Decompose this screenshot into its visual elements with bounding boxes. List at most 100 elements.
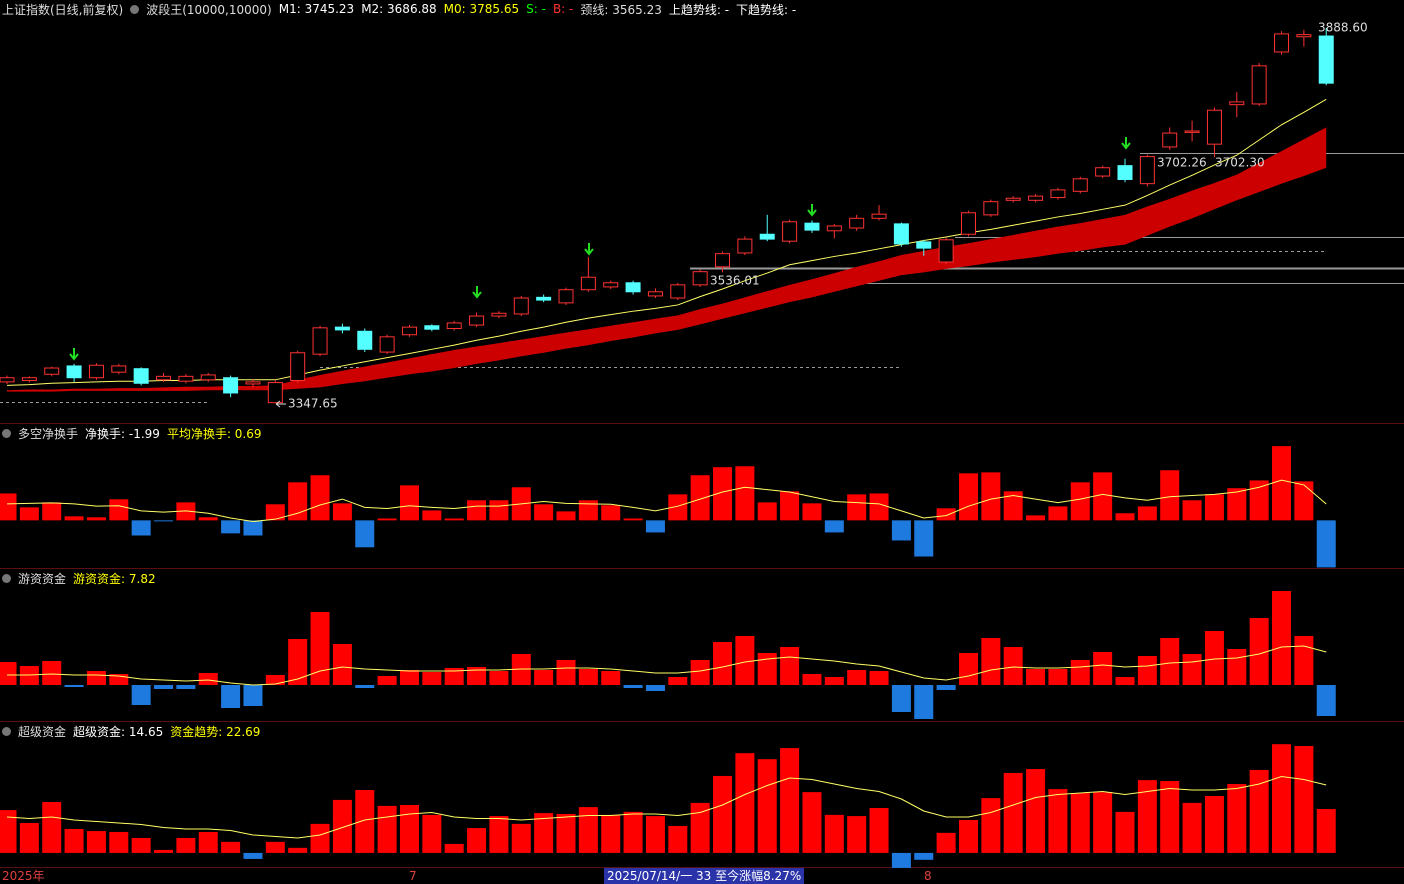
bar xyxy=(556,660,576,685)
candle-body xyxy=(1162,132,1178,148)
header-text: M1: 3745.23 xyxy=(278,2,355,16)
candle-body xyxy=(938,239,954,263)
bar xyxy=(467,667,487,685)
bar xyxy=(310,823,330,853)
candle-body xyxy=(0,377,15,383)
candle-body xyxy=(737,238,753,254)
avg-line xyxy=(6,776,1327,839)
bar xyxy=(131,520,151,536)
bar xyxy=(1070,482,1090,521)
bar xyxy=(1093,472,1113,521)
header-text: 超级资金: 14.65 xyxy=(73,724,164,739)
bar xyxy=(914,852,934,860)
bar xyxy=(1160,781,1180,853)
bar xyxy=(824,677,844,685)
candle-body xyxy=(983,201,999,216)
candle-body xyxy=(1072,178,1088,192)
bar xyxy=(399,485,419,521)
bar xyxy=(42,661,62,685)
bar xyxy=(958,653,978,685)
bar xyxy=(332,503,352,521)
bar xyxy=(735,753,755,853)
bar xyxy=(1003,772,1023,853)
bar xyxy=(221,841,241,853)
bar xyxy=(444,843,464,853)
bar xyxy=(332,644,352,685)
candle-body xyxy=(111,365,127,373)
candle-body xyxy=(1005,197,1021,201)
bar xyxy=(422,672,442,685)
price-label: 3702.30 xyxy=(1215,156,1265,170)
bar xyxy=(221,520,241,534)
bar xyxy=(1272,591,1292,685)
bar xyxy=(243,520,263,536)
header-text: 多空净换手 xyxy=(18,426,79,441)
bar xyxy=(1093,652,1113,685)
bar xyxy=(780,491,800,521)
candle-body xyxy=(1095,167,1111,177)
candle-body xyxy=(21,377,37,381)
candle-body xyxy=(1117,165,1133,181)
bar xyxy=(86,831,106,853)
bar xyxy=(42,502,62,521)
bar xyxy=(86,671,106,685)
bar xyxy=(1093,792,1113,853)
candle-body xyxy=(357,330,373,350)
header-text: 上趋势线: - xyxy=(668,2,730,17)
header-text: 游资资金 xyxy=(18,571,67,586)
candle-body xyxy=(66,365,82,379)
bar xyxy=(780,647,800,685)
bar xyxy=(1026,669,1046,685)
header-text: 颈线: 3565.23 xyxy=(580,2,662,17)
bar xyxy=(399,805,419,853)
bar xyxy=(131,837,151,853)
bar xyxy=(869,493,889,521)
bar xyxy=(623,518,643,521)
bar xyxy=(265,841,285,853)
candle-body xyxy=(1318,35,1334,84)
bar xyxy=(1204,796,1224,853)
bar xyxy=(601,505,621,521)
bar xyxy=(958,473,978,521)
candle-body xyxy=(826,225,842,232)
bar xyxy=(422,814,442,853)
header-text: 超级资金 xyxy=(18,724,67,739)
bar xyxy=(534,813,554,853)
bar xyxy=(377,676,397,685)
candle-body xyxy=(670,284,686,299)
bar xyxy=(668,494,688,521)
bar xyxy=(0,493,17,521)
bar xyxy=(645,520,665,533)
bar xyxy=(735,466,755,521)
candle-body xyxy=(759,233,775,240)
cursor-info: 2025/07/14/一 33 至今涨幅8.27% xyxy=(604,868,805,884)
candle-body xyxy=(133,368,149,384)
bar xyxy=(1182,500,1202,521)
bar xyxy=(64,828,84,853)
bar xyxy=(623,811,643,853)
bar xyxy=(310,612,330,685)
bar xyxy=(1182,654,1202,685)
bar xyxy=(1316,809,1336,853)
candle-body xyxy=(1206,109,1222,145)
bar xyxy=(489,816,509,853)
candle-body xyxy=(1229,101,1245,106)
bar xyxy=(109,674,129,685)
price-label: 3702.26 xyxy=(1157,156,1207,170)
separators xyxy=(0,423,1404,868)
panel-header: 游资资金 游资资金: 7.82 xyxy=(2,570,156,586)
header-text: 波段王(10000,10000) xyxy=(146,2,272,17)
bar xyxy=(86,517,106,521)
price-label: 3536.01 xyxy=(710,274,760,288)
bar xyxy=(310,475,330,521)
bar xyxy=(1070,660,1090,685)
bar xyxy=(332,799,352,853)
candle-body xyxy=(647,291,663,297)
bar xyxy=(645,816,665,853)
candle-body xyxy=(558,289,574,304)
bar xyxy=(936,685,956,690)
candle-body xyxy=(446,322,462,330)
bar xyxy=(1204,494,1224,521)
bar xyxy=(154,849,174,853)
